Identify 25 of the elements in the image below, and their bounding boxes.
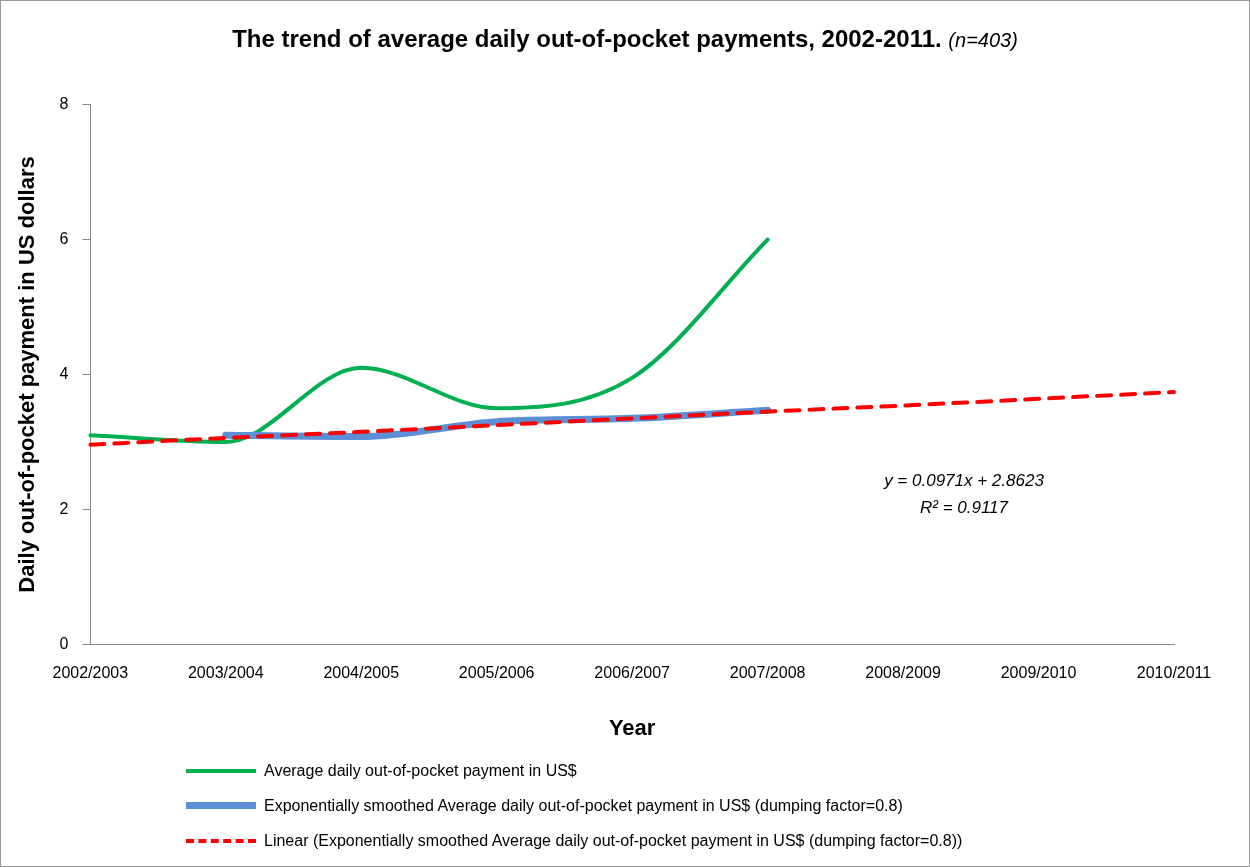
x-tick-label: 2006/2007 xyxy=(594,664,671,682)
x-tick-label: 2007/2008 xyxy=(729,664,806,682)
x-axis-title: Year xyxy=(608,714,656,740)
annotation: R² = 0.9117 xyxy=(919,497,1009,517)
x-tick-label: 2003/2004 xyxy=(187,664,264,682)
x-tick-label: 2005/2006 xyxy=(458,664,535,682)
x-tick-label: 2010/2011 xyxy=(1136,664,1212,682)
y-tick-label: 2 xyxy=(59,499,69,517)
y-tick-label: 0 xyxy=(59,634,69,652)
x-tick-label: 2004/2005 xyxy=(323,664,400,682)
legend-label: Exponentially smoothed Average daily out-of-pocket payment in US$ (dumping factor=0.8) xyxy=(264,796,903,815)
x-tick-label: 2002/2003 xyxy=(52,664,129,682)
y-tick-label: 8 xyxy=(59,95,69,113)
annotation: y = 0.0971x + 2.8623 xyxy=(883,470,1045,490)
x-tick-label: 2009/2010 xyxy=(1000,664,1077,682)
y-axis-title: Daily out-of-pocket payment in US dollars xyxy=(14,156,40,593)
chart-subtitle: (n=403) xyxy=(948,29,1018,51)
y-tick-label: 6 xyxy=(59,229,69,247)
line-series xyxy=(88,390,1176,447)
legend-label: Average daily out-of-pocket payment in US$ xyxy=(264,761,577,780)
legend-label: Linear (Exponentially smoothed Average daily out-of-pocket payment in US$ (dumping factor=0.8)) xyxy=(264,831,963,850)
line-series xyxy=(88,237,770,444)
x-tick-label: 2008/2009 xyxy=(865,664,941,682)
chart-title: The trend of average daily out-of-pocket payments, 2002-2011. xyxy=(232,25,942,52)
y-tick-label: 4 xyxy=(59,364,69,382)
